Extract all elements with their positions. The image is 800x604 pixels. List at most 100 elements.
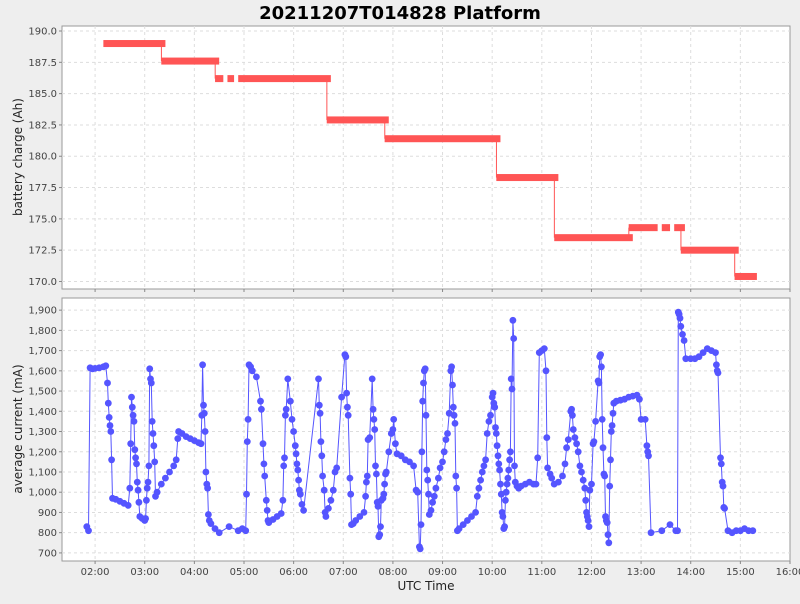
charge-segment bbox=[384, 135, 501, 143]
y-tick-label: 1,000 bbox=[28, 488, 57, 499]
current-point bbox=[509, 316, 517, 324]
current-point bbox=[719, 482, 727, 490]
current-point bbox=[485, 418, 493, 425]
current-point bbox=[295, 476, 302, 484]
current-point bbox=[322, 513, 330, 520]
current-point bbox=[472, 509, 479, 516]
current-point bbox=[135, 498, 143, 506]
current-point bbox=[555, 478, 562, 486]
current-point bbox=[427, 507, 435, 514]
current-point bbox=[586, 486, 594, 494]
y-tick-label: 190.0 bbox=[28, 27, 57, 38]
charge-segment bbox=[161, 57, 220, 65]
current-point bbox=[569, 426, 577, 433]
current-point bbox=[360, 509, 368, 516]
current-point bbox=[609, 409, 617, 417]
current-point bbox=[286, 397, 294, 405]
y-tick-label: 800 bbox=[38, 528, 57, 539]
battery-plot-area bbox=[61, 25, 791, 290]
current-point bbox=[482, 456, 489, 464]
current-point bbox=[607, 428, 615, 435]
x-axis-label: UTC Time bbox=[398, 579, 455, 593]
current-point bbox=[204, 484, 212, 492]
current-point bbox=[146, 365, 154, 373]
x-tick-label: 12:00 bbox=[577, 567, 606, 578]
current-point bbox=[148, 418, 156, 425]
current-point bbox=[643, 442, 651, 450]
y-tick-label: 172.5 bbox=[28, 246, 57, 257]
current-point bbox=[170, 462, 178, 470]
x-tick-label: 10:00 bbox=[478, 567, 507, 578]
current-point bbox=[260, 460, 268, 468]
current-point bbox=[598, 416, 606, 423]
charge-segment bbox=[680, 246, 739, 254]
current-point bbox=[502, 488, 510, 496]
y-tick-label: 1,100 bbox=[28, 467, 57, 478]
current-point bbox=[422, 411, 430, 419]
current-point bbox=[607, 456, 614, 464]
current-point bbox=[483, 430, 491, 437]
battery-charge-series bbox=[103, 40, 757, 280]
current-point bbox=[534, 454, 542, 462]
current-point bbox=[601, 472, 609, 480]
current-point bbox=[377, 523, 384, 530]
x-tick-label: 14:00 bbox=[676, 567, 705, 578]
charge-segment bbox=[326, 116, 389, 124]
current-point bbox=[385, 448, 393, 456]
current-point bbox=[382, 468, 390, 476]
current-point bbox=[145, 462, 153, 470]
current-point bbox=[207, 520, 215, 527]
x-tick-label: 15:00 bbox=[726, 567, 755, 578]
current-point bbox=[645, 452, 652, 460]
current-point bbox=[585, 523, 593, 530]
current-point bbox=[284, 375, 292, 383]
current-point bbox=[172, 456, 180, 464]
current-point bbox=[418, 448, 426, 456]
x-tick-label: 02:00 bbox=[81, 567, 110, 578]
current-point bbox=[242, 527, 250, 535]
x-tick-label: 08:00 bbox=[378, 567, 407, 578]
current-point bbox=[343, 389, 350, 397]
current-point bbox=[592, 418, 599, 425]
current-y-ticks: 700 800 900 1,000 1,100 1,200 1,300 1,400 1,500 1… bbox=[28, 306, 62, 559]
current-point bbox=[157, 480, 165, 488]
current-point bbox=[573, 440, 580, 448]
current-point bbox=[262, 496, 270, 504]
current-point bbox=[104, 399, 112, 407]
current-point bbox=[563, 444, 570, 452]
current-point bbox=[102, 362, 110, 370]
current-point bbox=[325, 505, 332, 512]
current-point bbox=[200, 409, 208, 417]
current-point bbox=[344, 411, 352, 419]
current-point bbox=[429, 498, 436, 506]
current-point bbox=[200, 401, 207, 409]
current-x-ticks: 02:00 03:00 04:00 05:00 06:00 07:00 08:00 09:00… bbox=[81, 561, 800, 578]
current-point bbox=[478, 468, 486, 476]
x-tick-label: 06:00 bbox=[279, 567, 308, 578]
current-point bbox=[128, 403, 136, 411]
current-point bbox=[107, 428, 115, 435]
current-point bbox=[487, 411, 494, 419]
y-tick-label: 182.5 bbox=[28, 120, 57, 131]
current-point bbox=[316, 409, 324, 417]
current-point bbox=[151, 458, 159, 466]
current-point bbox=[363, 478, 370, 486]
current-point bbox=[370, 416, 378, 423]
current-point bbox=[133, 460, 140, 468]
current-point bbox=[449, 403, 457, 411]
current-point bbox=[420, 379, 427, 387]
current-point bbox=[366, 434, 374, 441]
current-point bbox=[496, 466, 503, 474]
current-point bbox=[105, 414, 113, 421]
current-point bbox=[495, 460, 503, 468]
current-point bbox=[131, 446, 139, 454]
current-point bbox=[363, 472, 371, 480]
x-tick-label: 16:00 bbox=[776, 567, 800, 578]
current-point bbox=[298, 501, 306, 508]
current-point bbox=[129, 411, 137, 419]
current-point bbox=[296, 490, 304, 498]
current-point bbox=[315, 375, 322, 383]
current-point bbox=[677, 322, 685, 330]
current-point bbox=[492, 424, 499, 431]
